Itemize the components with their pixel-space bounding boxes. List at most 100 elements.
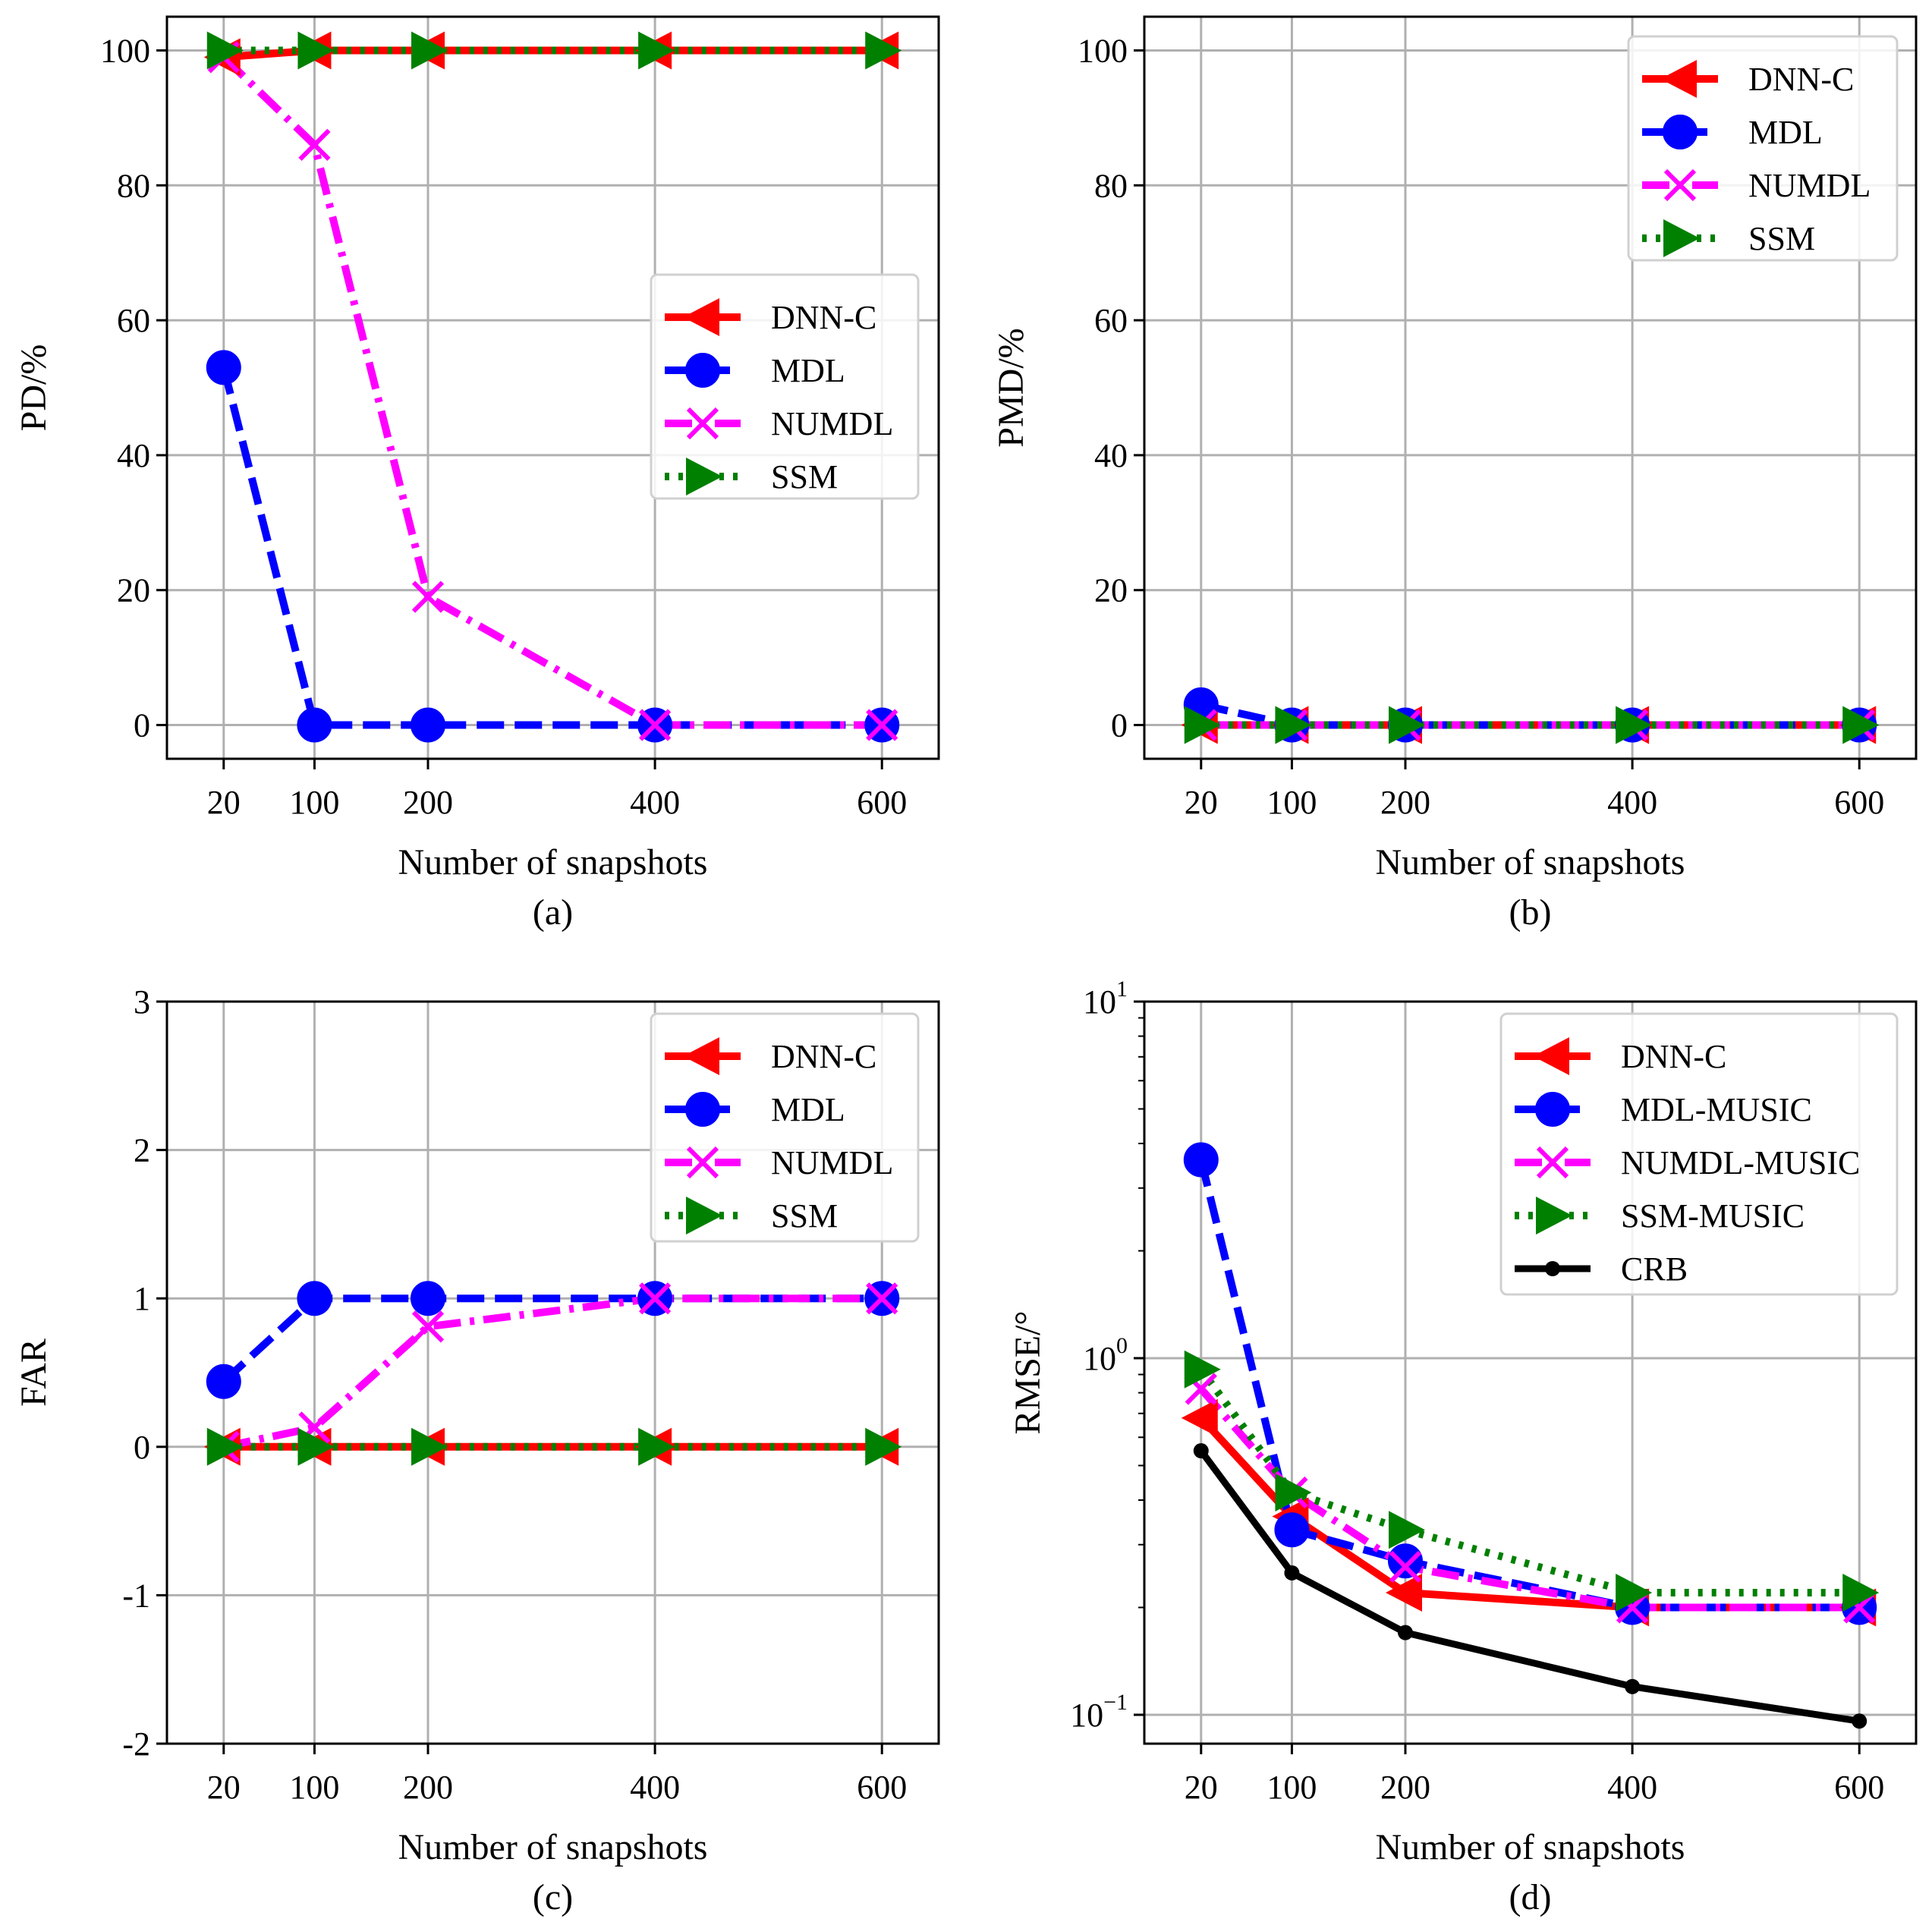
panel-c: 20 100 200 400 600 -2 -1 0 1 2 3 Number of snapshot…: [14, 983, 940, 1917]
y-tick-label: 60: [117, 302, 150, 339]
legend-label: NUMDL-MUSIC: [1621, 1144, 1860, 1181]
x-tick-label: 20: [207, 1769, 241, 1806]
legend-entry: DNN-C: [665, 298, 876, 336]
y-tick-label-base: 10: [1083, 1340, 1116, 1377]
y-axis-label: PD/%: [14, 344, 54, 432]
data-point-ssm: [411, 31, 448, 70]
data-point-numdl: [411, 580, 445, 613]
y-tick-label-base: 10: [1070, 1697, 1103, 1734]
panel-label: (d): [1509, 1877, 1552, 1917]
data-point-numdl: [638, 709, 672, 741]
axes-frame: [1143, 1000, 1918, 1745]
legend-label: DNN-C: [1748, 61, 1854, 98]
x-axis-label: Number of snapshots: [1376, 842, 1685, 882]
legend-swatch-marker: [685, 353, 720, 388]
data-point-crb: [1852, 1713, 1867, 1729]
x-tick-label: 200: [1380, 1769, 1430, 1806]
legend-label: MDL: [1748, 114, 1823, 151]
data-point-numdl: [298, 128, 331, 162]
data-point-ssm-music: [1388, 1511, 1425, 1549]
series-group: [203, 31, 902, 743]
legend-label: MDL-MUSIC: [1621, 1091, 1812, 1128]
legend-label: DNN-C: [771, 299, 876, 336]
y-axis-label: FAR: [14, 1338, 54, 1407]
legend-box: [1499, 1012, 1899, 1296]
data-point-ssm: [638, 31, 675, 70]
x-tick-label: 600: [857, 1769, 907, 1806]
y-tick-label: 2: [134, 1132, 150, 1169]
data-point-numdl-music: [1389, 1550, 1422, 1584]
legend-swatch-marker: [686, 458, 722, 495]
y-tick-label: -1: [122, 1577, 150, 1614]
legend-swatch-marker: [1533, 1037, 1569, 1075]
x-tick-label: 600: [1834, 1769, 1884, 1806]
legend-swatch-marker: [686, 407, 719, 440]
y-tick-label: 3: [134, 983, 150, 1021]
legend-swatch-marker: [1660, 60, 1697, 98]
series-line-numdl: [221, 54, 883, 729]
legend-swatch-marker: [686, 1197, 722, 1235]
data-point-ssm-music: [1184, 1350, 1221, 1389]
legend-entry: NUMDL-MUSIC: [1515, 1144, 1860, 1181]
legend-swatch-marker: [1535, 1092, 1570, 1127]
legend: DNN-C MDL-MUSIC NUMDL-MUSIC SSM-MUSIC CRB: [1499, 1012, 1899, 1296]
legend-swatch-marker: [686, 1146, 719, 1179]
x-tick-label: 100: [289, 1769, 339, 1806]
legend-label: SSM: [771, 1197, 838, 1235]
x-tick-label: 400: [630, 1769, 680, 1806]
x-tick-label: 20: [1185, 784, 1218, 821]
data-point-mdl: [206, 1364, 241, 1399]
legend: DNN-C MDL NUMDL SSM: [1627, 35, 1899, 262]
y-tick-label: 80: [1094, 167, 1128, 204]
legend-entry: NUMDL: [665, 405, 893, 442]
y-tick-label: 40: [117, 437, 150, 474]
data-point-ssm: [206, 31, 244, 70]
data-point-dnn-c: [1385, 1574, 1422, 1612]
legend-entry: MDL: [1642, 114, 1823, 151]
panel-label: (b): [1509, 892, 1552, 933]
y-tick-label: 20: [117, 572, 150, 609]
legend-label: CRB: [1621, 1250, 1688, 1288]
legend-label: SSM-MUSIC: [1621, 1197, 1805, 1235]
data-point-numdl: [866, 709, 898, 741]
legend-entry: DNN-C: [665, 1037, 876, 1075]
data-point-crb: [1625, 1678, 1641, 1694]
panel-a: 20 100 200 400 600 0 20 40 60 80 100 Number of snap…: [14, 15, 940, 933]
y-axis-label: PMD/%: [991, 328, 1031, 447]
x-tick-label: 100: [1266, 1769, 1317, 1806]
legend-entry: NUMDL: [665, 1144, 893, 1181]
data-point-ssm: [1616, 706, 1653, 744]
data-point-mdl-music: [1183, 1142, 1219, 1178]
x-tick-label: 100: [289, 784, 339, 821]
series-group: [1181, 1142, 1880, 1729]
y-tick-label-exponent: 0: [1116, 1333, 1128, 1358]
y-tick-label: 1: [134, 1280, 150, 1317]
axes-frame: [165, 15, 940, 760]
legend-swatch-marker: [683, 298, 719, 336]
x-tick-label: 400: [1607, 1769, 1657, 1806]
data-point-mdl: [206, 350, 241, 385]
data-point-ssm: [865, 1427, 902, 1466]
series-group: [203, 1281, 902, 1466]
y-tick-label: 80: [117, 167, 150, 204]
legend-entry: MDL-MUSIC: [1515, 1091, 1812, 1128]
legend-entry: SSM: [1642, 219, 1815, 257]
data-point-mdl-music: [1274, 1512, 1310, 1548]
y-tick-label-exponent: 1: [1116, 977, 1128, 1002]
y-tick-label: 101: [1083, 977, 1128, 1021]
legend-label: MDL: [771, 1091, 845, 1128]
legend-entry: CRB: [1515, 1250, 1688, 1288]
data-point-mdl: [410, 707, 445, 743]
x-axis-label: Number of snapshots: [398, 1827, 708, 1867]
legend-entry: DNN-C: [1642, 60, 1854, 98]
series-line-numdl: [222, 1294, 883, 1451]
x-tick-label: 200: [403, 784, 453, 821]
data-point-ssm-music: [1275, 1474, 1312, 1512]
legend-entry: NUMDL: [1642, 167, 1871, 204]
panel-label: (a): [533, 892, 573, 933]
legend-entry: SSM-MUSIC: [1515, 1197, 1805, 1235]
axes-frame: [165, 1000, 940, 1745]
legend-label: DNN-C: [1621, 1038, 1726, 1075]
data-point-ssm: [638, 1427, 675, 1466]
